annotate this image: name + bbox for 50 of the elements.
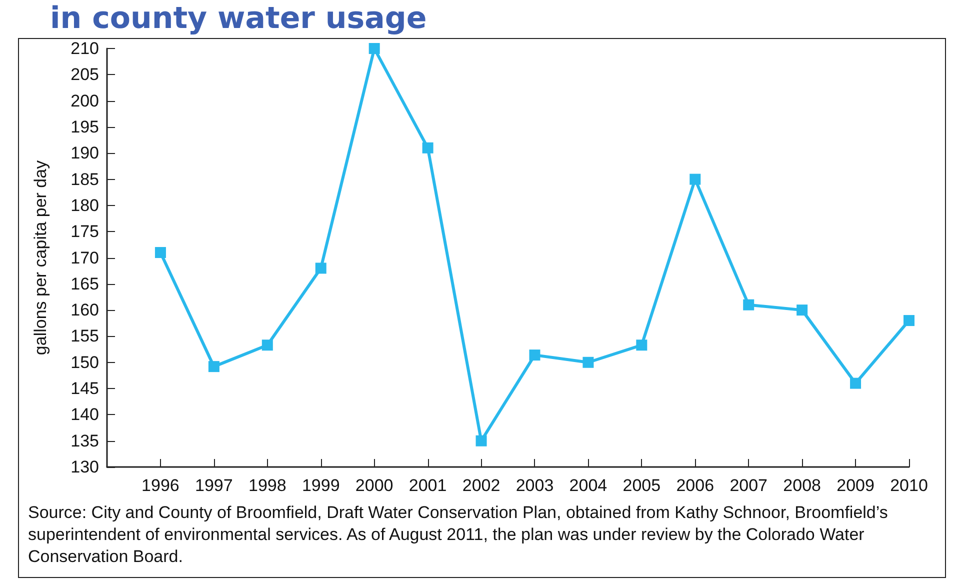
point: [690, 174, 701, 185]
y-tick-label: 175: [70, 222, 99, 242]
y-tick-label: 190: [70, 144, 99, 163]
point: [422, 142, 434, 154]
x-tick-label: 2000: [355, 476, 394, 495]
x-tick-label: 2010: [890, 476, 928, 495]
y-tick-label: 185: [70, 170, 99, 189]
x-tick-label: 2004: [569, 476, 608, 495]
y-tick-label: 200: [70, 91, 99, 110]
point: [262, 340, 273, 351]
chart-title: in county water usage: [50, 1, 427, 36]
point: [529, 350, 540, 361]
y-tick-label: 170: [70, 248, 99, 268]
y-tick-label: 195: [70, 117, 99, 136]
x-tick-label: 2005: [622, 476, 661, 495]
source-note: Source: City and County of Broomfield, Draft Water Conservation Plan, obtained from Kathy Schnoor, Broomfield’s superintendent of environmental services. As of August 2011, the plan was under review by the Colorado Water Conservation Board.: [28, 502, 889, 568]
y-tick-label: 160: [70, 300, 99, 320]
y-tick-label: 155: [70, 326, 99, 346]
point: [208, 361, 220, 372]
y-tick-label: 145: [70, 379, 99, 398]
y-tick-label: 210: [70, 39, 99, 58]
point: [368, 43, 380, 54]
point: [636, 340, 648, 351]
y-tick-label: 130: [70, 458, 99, 476]
y-axis-title: gallons per capita per day: [31, 160, 50, 356]
x-tick-label: 1996: [142, 476, 180, 495]
point: [743, 299, 754, 310]
x-tick-label: 1999: [302, 476, 340, 495]
y-tick-label: 180: [70, 196, 99, 215]
point: [315, 262, 326, 274]
point: [904, 315, 914, 326]
x-tick-label: 1997: [195, 476, 233, 495]
x-tick-label: 2008: [783, 476, 821, 495]
point: [154, 247, 166, 258]
x-tick-label: 2009: [836, 476, 874, 495]
point: [796, 304, 808, 316]
point: [850, 378, 862, 389]
x-tick-label: 2002: [462, 476, 500, 495]
x-tick-label: 2007: [730, 476, 768, 495]
x-tick-label: 2006: [676, 476, 714, 495]
point: [582, 356, 594, 368]
point: [476, 435, 487, 446]
x-tick-label: 2001: [408, 476, 447, 495]
y-tick-label: 150: [70, 352, 99, 372]
y-tick-label: 135: [70, 431, 99, 450]
x-tick-label: 1998: [248, 476, 286, 495]
y-tick-label: 205: [70, 65, 99, 84]
y-tick-label: 165: [70, 274, 99, 294]
x-tick-label: 2003: [516, 476, 554, 495]
y-tick-label: 140: [70, 405, 99, 424]
